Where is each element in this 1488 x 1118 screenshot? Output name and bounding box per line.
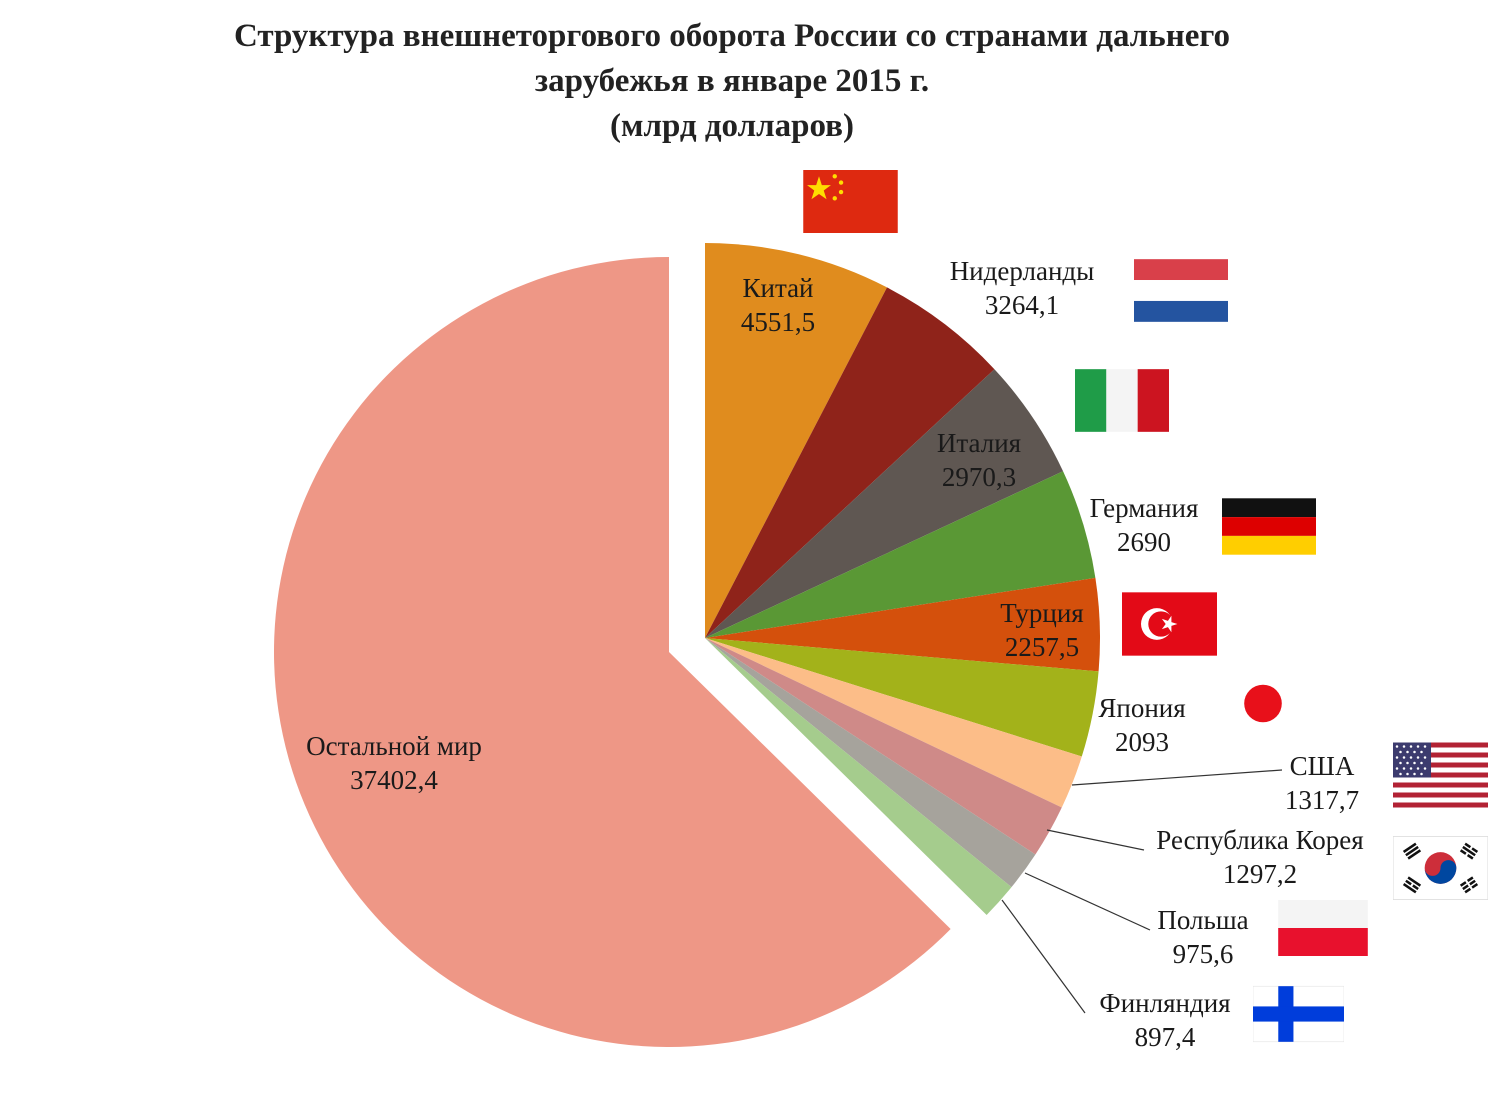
- slice-value-label-10: 37402,4: [350, 765, 438, 795]
- netherlands-flag-icon: [1134, 259, 1228, 322]
- slice-value-label-2: 2970,3: [942, 462, 1016, 492]
- pie-slice-1: [705, 287, 995, 638]
- slice-name-label-10: Остальной мир: [306, 731, 482, 761]
- slice-name-label-8: Польша: [1157, 905, 1248, 935]
- pie-slice-10: [273, 257, 951, 1047]
- turkey-flag-icon: [1122, 592, 1217, 656]
- pie-slice-4: [705, 577, 1100, 672]
- slice-value-label-7: 1297,2: [1223, 859, 1297, 889]
- chart-title-line-3: (млрд долларов): [610, 108, 854, 144]
- slice-name-label-2: Италия: [937, 428, 1021, 458]
- pie-slice-9: [705, 638, 1012, 915]
- pie-slice-2: [705, 369, 1064, 638]
- slice-value-label-8: 975,6: [1173, 939, 1234, 969]
- slice-name-label-7: Республика Корея: [1156, 825, 1363, 855]
- pie-slice-3: [705, 471, 1096, 638]
- finland-flag-icon: [1253, 982, 1344, 1046]
- pie-slice-6: [705, 638, 1082, 808]
- chart-title-line-1: Структура внешнеторгового оборота России…: [233, 18, 1231, 54]
- usa-flag-icon: [1393, 740, 1488, 810]
- slice-name-label-5: Япония: [1098, 693, 1185, 723]
- pie-slice-7: [705, 638, 1062, 855]
- leader-lines: [1001, 769, 1283, 1014]
- leader-line-8: [1024, 872, 1151, 931]
- poland-flag-icon: [1276, 900, 1370, 956]
- pie-slice-8: [705, 638, 1036, 888]
- chart-title-line-2: зарубежья в январе 2015 г.: [534, 63, 930, 99]
- slice-name-label-9: Финляндия: [1099, 988, 1230, 1018]
- leader-line-6: [1071, 769, 1283, 786]
- china-flag-icon: [803, 170, 898, 233]
- chart-title: Структура внешнеторгового оборота России…: [0, 14, 1464, 149]
- slice-value-label-0: 4551,5: [741, 307, 815, 337]
- korea-flag-icon: [1393, 836, 1488, 900]
- leader-line-7: [1046, 829, 1145, 851]
- pie-slice-0: [705, 243, 888, 638]
- slice-name-label-4: Турция: [1000, 598, 1083, 628]
- slice-value-label-9: 897,4: [1135, 1022, 1196, 1052]
- germany-flag-icon: [1222, 498, 1316, 555]
- japan-flag-icon: [1216, 672, 1310, 735]
- slice-value-label-5: 2093: [1115, 727, 1169, 757]
- slice-value-label-4: 2257,5: [1005, 632, 1079, 662]
- slice-value-label-1: 3264,1: [985, 290, 1059, 320]
- slice-name-label-3: Германия: [1090, 493, 1199, 523]
- pie-slices: [273, 243, 1100, 1047]
- slice-value-label-6: 1317,7: [1285, 785, 1359, 815]
- leader-line-9: [1001, 899, 1086, 1014]
- slice-value-label-3: 2690: [1117, 527, 1171, 557]
- pie-slice-5: [705, 638, 1099, 757]
- italy-flag-icon: [1075, 369, 1169, 432]
- slice-labels: Китай 4551,5 Нидерланды 3264,1 Италия 2970,3 Г…: [306, 256, 1364, 1052]
- slice-name-label-6: США: [1290, 751, 1355, 781]
- slice-name-label-1: Нидерланды: [950, 256, 1095, 286]
- slice-name-label-0: Китай: [742, 273, 813, 303]
